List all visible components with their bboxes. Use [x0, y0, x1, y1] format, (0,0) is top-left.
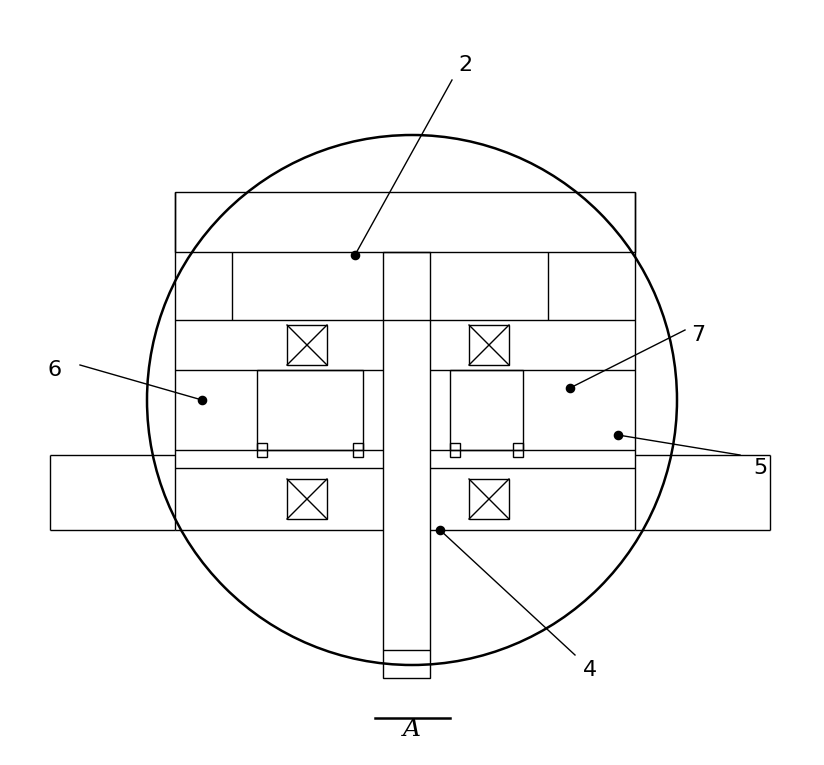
- Text: A: A: [403, 718, 421, 741]
- Bar: [287, 325, 327, 365]
- Bar: [257, 443, 267, 457]
- Point: [195, 394, 208, 406]
- Bar: [383, 252, 430, 320]
- Bar: [257, 370, 363, 450]
- Text: 4: 4: [583, 660, 597, 680]
- Bar: [175, 192, 635, 252]
- Point: [611, 429, 625, 441]
- Bar: [287, 479, 327, 519]
- Text: 2: 2: [458, 55, 472, 75]
- Bar: [469, 479, 509, 519]
- Point: [564, 382, 577, 394]
- Text: 6: 6: [48, 360, 62, 380]
- Text: 5: 5: [753, 458, 767, 478]
- Point: [349, 249, 362, 261]
- Bar: [353, 443, 363, 457]
- Bar: [450, 443, 460, 457]
- Bar: [450, 370, 523, 450]
- Bar: [513, 443, 523, 457]
- Bar: [469, 325, 509, 365]
- Text: 7: 7: [691, 325, 705, 345]
- Point: [433, 524, 447, 536]
- Bar: [383, 650, 430, 678]
